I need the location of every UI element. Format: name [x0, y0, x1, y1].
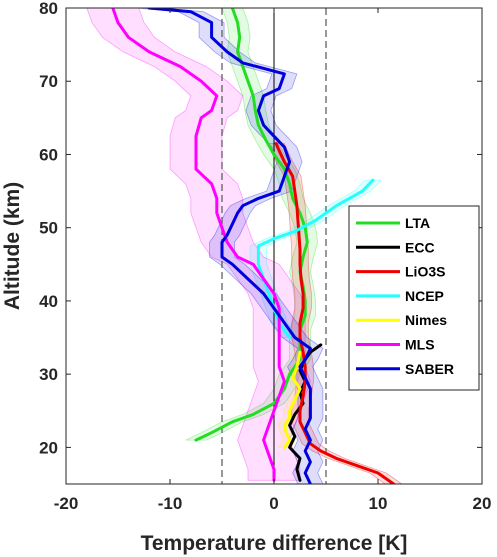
- x-tick-label: -20: [54, 494, 79, 513]
- y-tick-label: 60: [39, 145, 58, 164]
- legend-label-nimes: Nimes: [405, 312, 447, 328]
- legend-label-mls: MLS: [405, 337, 435, 353]
- y-tick-label: 40: [39, 292, 58, 311]
- legend-label-saber: SABER: [405, 361, 454, 377]
- legend: LTA ECC LiO3S NCEP Nimes MLS SABER: [348, 205, 480, 391]
- band-ncep: [249, 179, 383, 338]
- x-axis-label: Temperature difference [K]: [141, 532, 408, 555]
- series-line-nimes: [282, 350, 302, 449]
- legend-label-ncep: NCEP: [405, 288, 444, 304]
- y-tick-label: 80: [39, 0, 58, 18]
- legend-box: [348, 205, 480, 391]
- x-tick-label: 0: [269, 494, 278, 513]
- band-mls: [86, 8, 311, 481]
- series-line-lio3s: [274, 142, 396, 484]
- series-line-saber: [147, 8, 312, 484]
- legend-label-lio3s: LiO3S: [405, 264, 445, 280]
- y-axis-label: Altitude (km): [1, 182, 24, 310]
- legend-label-lta: LTA: [405, 215, 430, 231]
- x-tick-label: 20: [473, 494, 492, 513]
- y-tick-label: 20: [39, 438, 58, 457]
- series-lines: [111, 8, 396, 484]
- legend-label-ecc: ECC: [405, 239, 435, 255]
- x-tick-label: 10: [369, 494, 388, 513]
- y-tick-label: 70: [39, 72, 58, 91]
- series-line-mls: [111, 8, 286, 482]
- x-tick-label: -10: [158, 494, 183, 513]
- y-tick-label: 30: [39, 365, 58, 384]
- y-tick-label: 50: [39, 219, 58, 238]
- axis-ticks: -20 -10 0 10 20 20 30 40 50 60 70 80: [39, 0, 491, 513]
